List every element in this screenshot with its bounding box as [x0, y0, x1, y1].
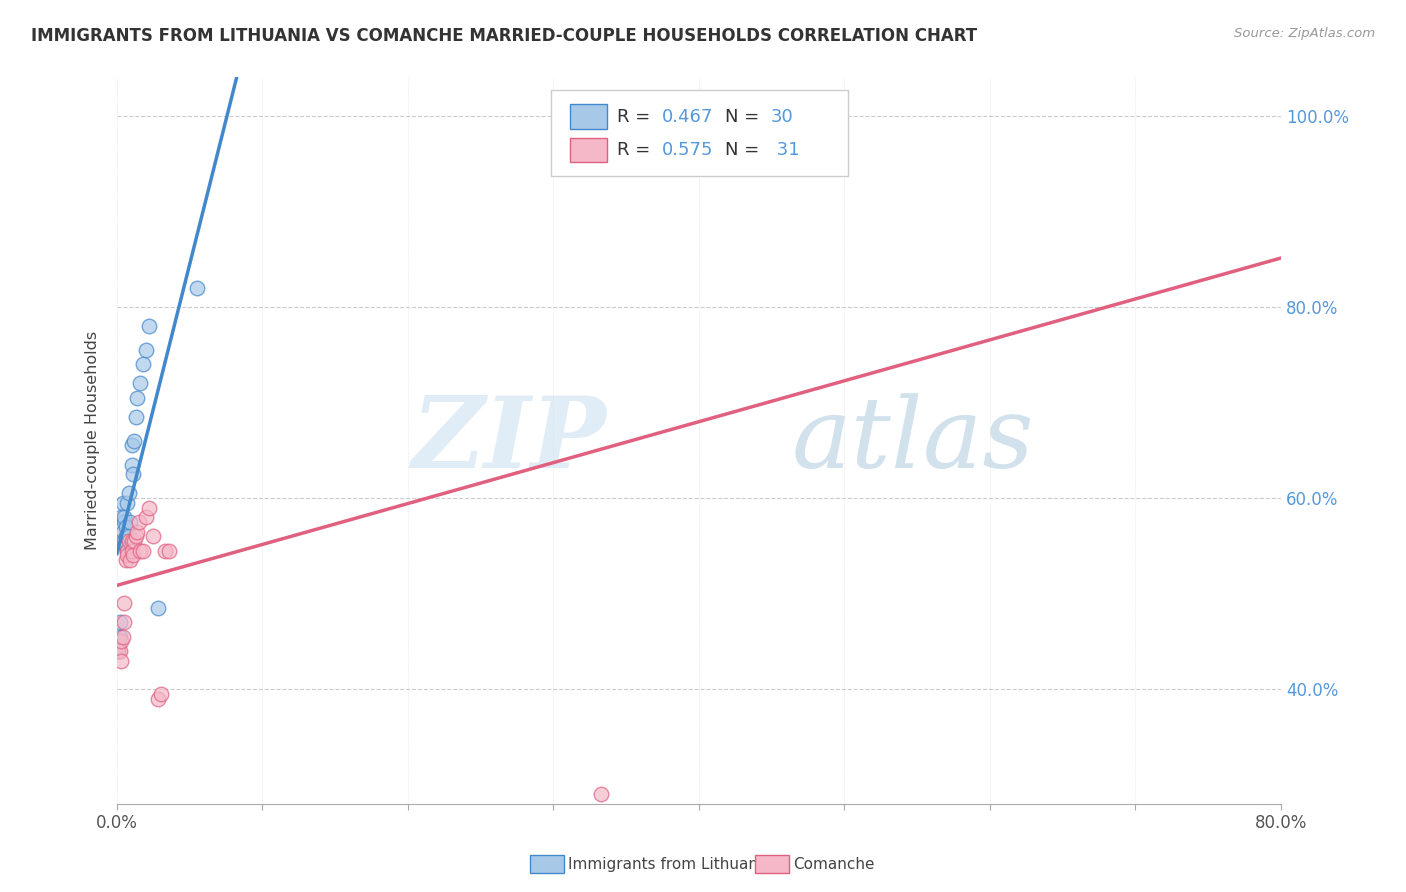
Point — [112, 534, 135, 549]
Point — [157, 543, 180, 558]
Point — [110, 510, 132, 524]
Point — [125, 409, 148, 424]
Point — [115, 543, 138, 558]
Point — [121, 543, 143, 558]
Point — [107, 639, 129, 653]
Point — [121, 458, 143, 472]
Point — [108, 615, 131, 630]
Point — [108, 644, 131, 658]
Point — [120, 553, 142, 567]
Point — [153, 543, 176, 558]
Point — [114, 529, 136, 543]
Point — [122, 467, 145, 482]
Point — [127, 391, 149, 405]
Point — [120, 515, 142, 529]
Point — [117, 486, 139, 500]
Text: 0.575: 0.575 — [662, 141, 713, 159]
Point — [138, 318, 160, 333]
Point — [124, 434, 146, 448]
Point — [129, 543, 152, 558]
Point — [108, 630, 131, 644]
Point — [124, 534, 146, 549]
Point — [117, 534, 139, 549]
FancyBboxPatch shape — [569, 104, 607, 129]
Point — [591, 103, 613, 118]
Point — [146, 691, 169, 706]
Point — [114, 553, 136, 567]
Point — [132, 543, 155, 558]
Point — [135, 343, 157, 357]
Point — [111, 496, 134, 510]
Point — [122, 549, 145, 563]
Point — [128, 515, 150, 529]
Text: R =: R = — [617, 108, 657, 126]
Point — [129, 376, 152, 391]
Point — [142, 529, 165, 543]
FancyBboxPatch shape — [551, 90, 848, 176]
Text: Source: ZipAtlas.com: Source: ZipAtlas.com — [1234, 27, 1375, 40]
Text: 31: 31 — [770, 141, 800, 159]
Point — [186, 281, 208, 295]
Point — [115, 543, 138, 558]
Point — [111, 524, 134, 539]
Point — [115, 496, 138, 510]
Point — [110, 634, 132, 648]
Point — [125, 529, 148, 543]
Text: atlas: atlas — [792, 393, 1035, 488]
Point — [127, 524, 149, 539]
Point — [114, 539, 136, 553]
Point — [115, 549, 138, 563]
Text: Immigrants from Lithuania: Immigrants from Lithuania — [568, 857, 772, 871]
Point — [121, 438, 143, 452]
Point — [110, 654, 132, 668]
Point — [114, 520, 136, 534]
Point — [146, 601, 169, 615]
Text: R =: R = — [617, 141, 657, 159]
Y-axis label: Married-couple Households: Married-couple Households — [86, 331, 100, 550]
Point — [112, 596, 135, 610]
Point — [111, 630, 134, 644]
Point — [107, 644, 129, 658]
Point — [138, 500, 160, 515]
Point — [121, 534, 143, 549]
Text: 0.467: 0.467 — [662, 108, 713, 126]
Point — [135, 510, 157, 524]
Text: 30: 30 — [770, 108, 794, 126]
Point — [117, 529, 139, 543]
Point — [112, 510, 135, 524]
Text: N =: N = — [724, 141, 765, 159]
Text: Comanche: Comanche — [793, 857, 875, 871]
Point — [107, 644, 129, 658]
FancyBboxPatch shape — [569, 137, 607, 162]
Text: IMMIGRANTS FROM LITHUANIA VS COMANCHE MARRIED-COUPLE HOUSEHOLDS CORRELATION CHAR: IMMIGRANTS FROM LITHUANIA VS COMANCHE MA… — [31, 27, 977, 45]
Point — [591, 788, 613, 802]
Text: N =: N = — [724, 108, 765, 126]
Point — [132, 357, 155, 371]
Point — [110, 534, 132, 549]
Point — [112, 515, 135, 529]
Point — [112, 615, 135, 630]
Text: ZIP: ZIP — [411, 392, 606, 489]
Point — [149, 687, 172, 701]
